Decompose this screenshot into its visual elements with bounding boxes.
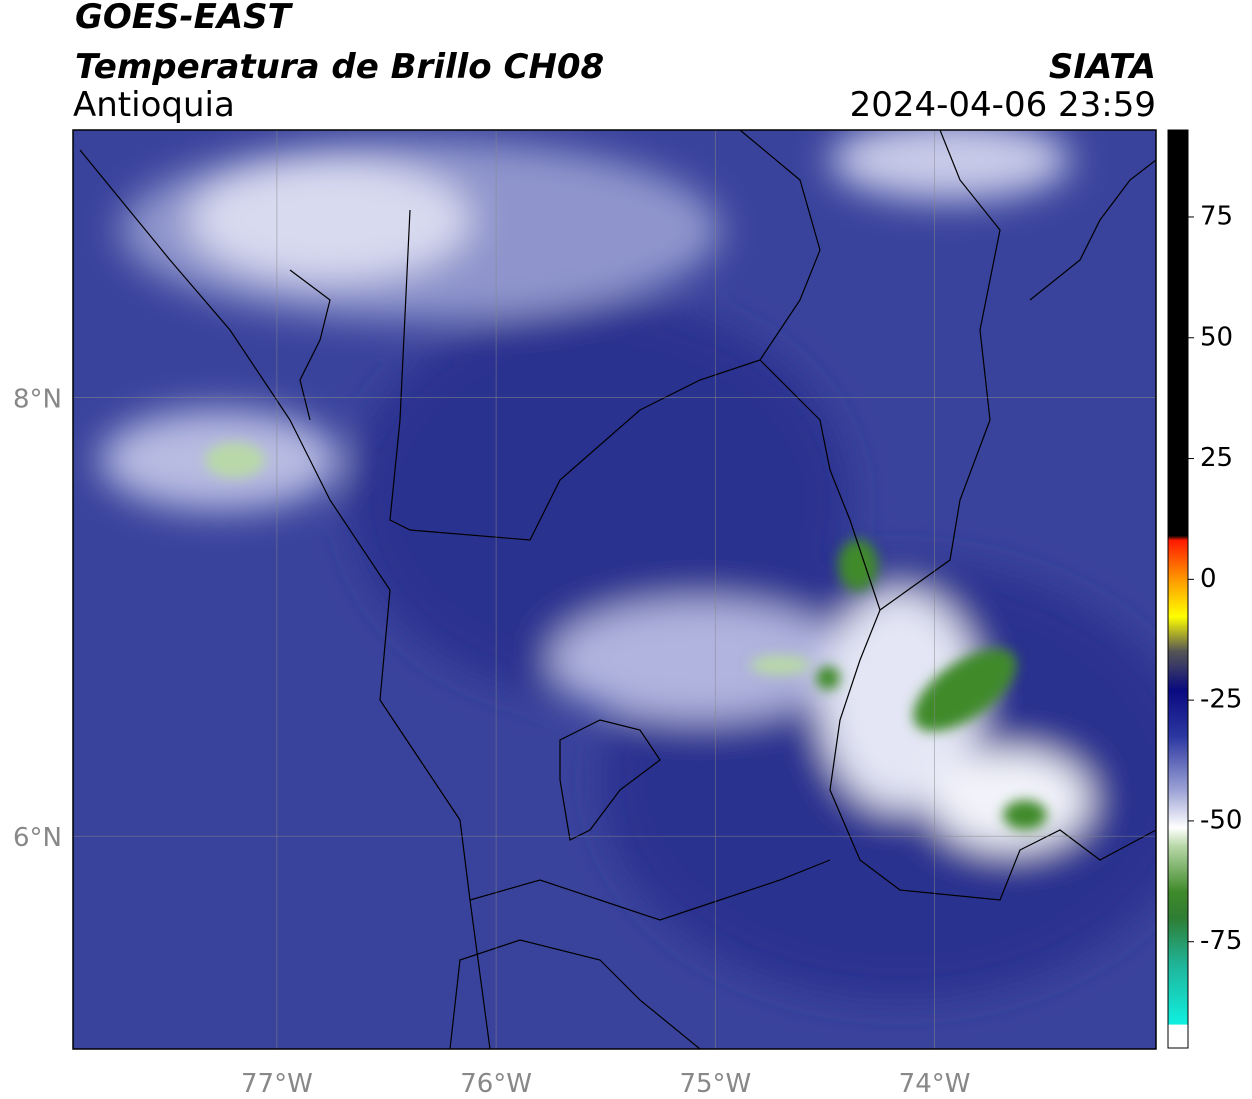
timestamp: 2024-04-06 23:59 [850, 85, 1156, 125]
colorbar-tick-label: 25 [1200, 443, 1233, 473]
region: Antioquia [73, 85, 235, 125]
colorbar-tick-label: 50 [1200, 322, 1233, 352]
lat-tick-label: 6°N [13, 823, 62, 853]
lon-tick-label: 74°W [899, 1069, 971, 1099]
subtitle: Temperatura de Brillo CH08 [75, 47, 604, 87]
lat-tick-label: 8°N [13, 385, 62, 415]
colorbar [1167, 129, 1189, 1049]
colorbar-tick-label: -25 [1200, 685, 1242, 715]
colorbar-tick-label: -75 [1200, 926, 1242, 956]
title: GOES-EAST [75, 0, 294, 37]
source: SIATA [1049, 47, 1156, 87]
lon-tick-label: 75°W [679, 1069, 751, 1099]
colorbar-tick-label: 0 [1200, 564, 1217, 594]
lon-tick-label: 76°W [460, 1069, 532, 1099]
satellite-image [73, 130, 1156, 1049]
lon-tick-label: 77°W [241, 1069, 313, 1099]
colorbar-tick-label: 75 [1200, 201, 1233, 231]
map-frame [72, 129, 1157, 1050]
colorbar-tick-label: -50 [1200, 805, 1242, 835]
